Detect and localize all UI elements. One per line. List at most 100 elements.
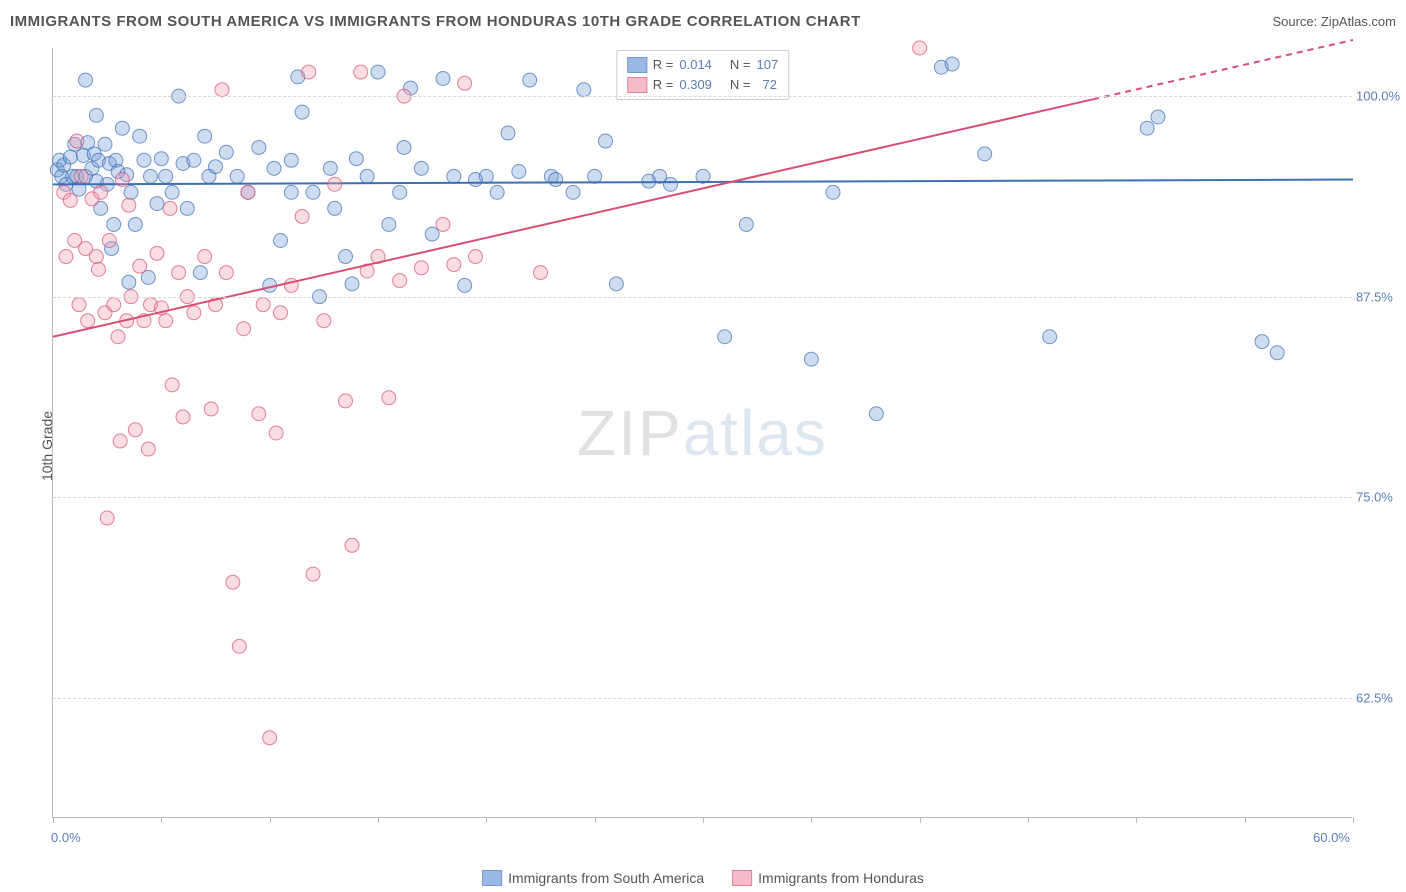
data-point-south_america xyxy=(512,165,526,179)
data-point-south_america xyxy=(128,217,142,231)
data-point-honduras xyxy=(302,65,316,79)
data-point-honduras xyxy=(70,134,84,148)
data-point-honduras xyxy=(534,266,548,280)
data-point-honduras xyxy=(176,410,190,424)
data-point-honduras xyxy=(74,169,88,183)
data-point-south_america xyxy=(501,126,515,140)
x-tick xyxy=(920,817,921,823)
correlation-legend: R = 0.014 N = 107 R = 0.309 N = 72 xyxy=(616,50,789,100)
data-point-south_america xyxy=(284,153,298,167)
trendline-extrapolated-honduras xyxy=(1093,40,1353,99)
data-point-honduras xyxy=(295,209,309,223)
data-point-south_america xyxy=(349,152,363,166)
plot-svg xyxy=(53,48,1352,817)
data-point-honduras xyxy=(269,426,283,440)
data-point-honduras xyxy=(447,258,461,272)
x-tick xyxy=(1136,817,1137,823)
data-point-honduras xyxy=(232,639,246,653)
x-tick-label: 60.0% xyxy=(1313,830,1350,845)
data-point-south_america xyxy=(609,277,623,291)
data-point-south_america xyxy=(425,227,439,241)
data-point-honduras xyxy=(458,76,472,90)
data-point-south_america xyxy=(945,57,959,71)
data-point-honduras xyxy=(393,274,407,288)
data-point-honduras xyxy=(469,250,483,264)
data-point-south_america xyxy=(219,145,233,159)
data-point-honduras xyxy=(102,234,116,248)
data-point-south_america xyxy=(252,140,266,154)
r-value-honduras: 0.309 xyxy=(679,75,712,95)
data-point-honduras xyxy=(94,185,108,199)
scatter-plot-area: ZIPatlas R = 0.014 N = 107 R = 0.309 N =… xyxy=(52,48,1352,818)
data-point-south_america xyxy=(1140,121,1154,135)
data-point-south_america xyxy=(869,407,883,421)
x-tick-label: 0.0% xyxy=(51,830,81,845)
data-point-south_america xyxy=(393,185,407,199)
x-tick xyxy=(1245,817,1246,823)
data-point-south_america xyxy=(79,73,93,87)
data-point-honduras xyxy=(100,511,114,525)
data-point-south_america xyxy=(490,185,504,199)
data-point-south_america xyxy=(447,169,461,183)
gridline-h xyxy=(53,297,1352,298)
data-point-south_america xyxy=(115,121,129,135)
swatch-south-america xyxy=(627,57,647,73)
x-tick xyxy=(1028,817,1029,823)
n-label: N = xyxy=(730,75,751,95)
gridline-h xyxy=(53,497,1352,498)
data-point-south_america xyxy=(664,177,678,191)
data-point-honduras xyxy=(141,442,155,456)
swatch-honduras xyxy=(627,77,647,93)
x-tick xyxy=(486,817,487,823)
data-point-south_america xyxy=(978,147,992,161)
data-point-south_america xyxy=(739,217,753,231)
x-tick xyxy=(161,817,162,823)
n-label: N = xyxy=(730,55,751,75)
data-point-south_america xyxy=(599,134,613,148)
data-point-south_america xyxy=(339,250,353,264)
data-point-south_america xyxy=(718,330,732,344)
data-point-south_america xyxy=(458,278,472,292)
data-point-honduras xyxy=(252,407,266,421)
data-point-south_america xyxy=(323,161,337,175)
data-point-honduras xyxy=(133,259,147,273)
data-point-south_america xyxy=(154,152,168,166)
data-point-south_america xyxy=(107,217,121,231)
data-point-honduras xyxy=(111,330,125,344)
series-legend: Immigrants from South America Immigrants… xyxy=(482,870,924,886)
x-tick xyxy=(1353,817,1354,823)
r-label: R = xyxy=(653,75,674,95)
data-point-south_america xyxy=(577,83,591,97)
data-point-honduras xyxy=(92,262,106,276)
data-point-south_america xyxy=(133,129,147,143)
data-point-south_america xyxy=(144,169,158,183)
data-point-honduras xyxy=(256,298,270,312)
data-point-south_america xyxy=(436,71,450,85)
legend-row-south-america: R = 0.014 N = 107 xyxy=(627,55,778,75)
data-point-south_america xyxy=(165,185,179,199)
legend-item-south-america: Immigrants from South America xyxy=(482,870,704,886)
data-point-south_america xyxy=(124,185,138,199)
data-point-honduras xyxy=(81,314,95,328)
data-point-honduras xyxy=(115,173,129,187)
data-point-south_america xyxy=(63,150,77,164)
data-point-honduras xyxy=(59,250,73,264)
swatch-south-america xyxy=(482,870,502,886)
data-point-south_america xyxy=(198,129,212,143)
data-point-honduras xyxy=(128,423,142,437)
data-point-honduras xyxy=(122,198,136,212)
y-tick-label: 87.5% xyxy=(1356,289,1400,304)
source-prefix: Source: xyxy=(1272,14,1320,29)
data-point-honduras xyxy=(241,185,255,199)
data-point-south_america xyxy=(414,161,428,175)
swatch-honduras xyxy=(732,870,752,886)
data-point-south_america xyxy=(295,105,309,119)
data-point-south_america xyxy=(1151,110,1165,124)
source-attribution: Source: ZipAtlas.com xyxy=(1272,14,1396,29)
x-tick xyxy=(378,817,379,823)
data-point-honduras xyxy=(165,378,179,392)
series-label-honduras: Immigrants from Honduras xyxy=(758,870,924,886)
data-point-south_america xyxy=(89,108,103,122)
data-point-south_america xyxy=(826,185,840,199)
source-link[interactable]: ZipAtlas.com xyxy=(1321,14,1396,29)
